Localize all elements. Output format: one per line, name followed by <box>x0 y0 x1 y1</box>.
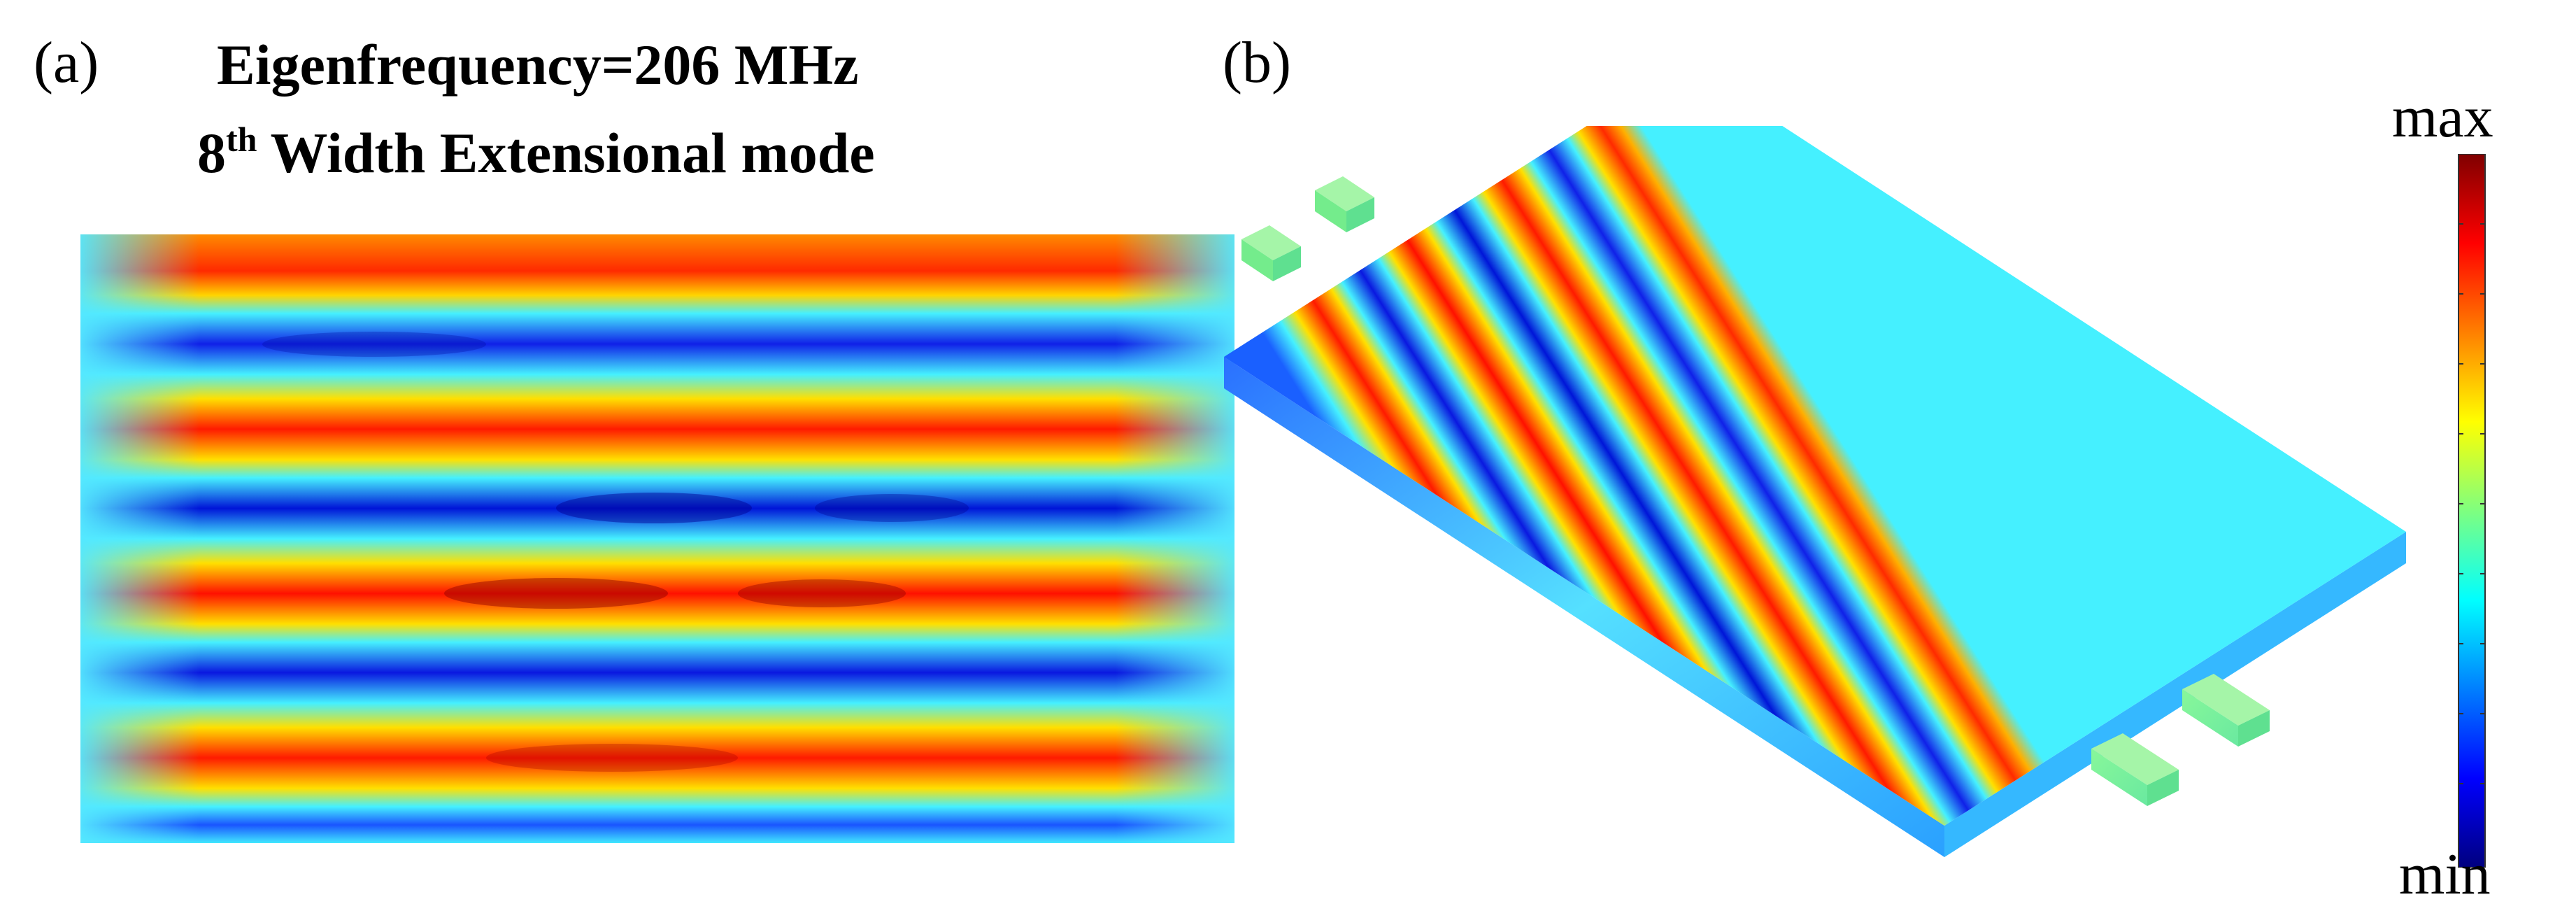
mode-order: 8 <box>197 121 226 185</box>
mode-title: 8th Width Extensional mode <box>197 122 875 182</box>
panel-b-label: (b) <box>1223 30 1291 95</box>
tether-back-left <box>1241 225 1301 281</box>
plate-side-right <box>1944 532 2406 857</box>
eigenfrequency-title: Eigenfrequency=206 MHz <box>217 33 859 97</box>
tether-back-right <box>1315 176 1374 232</box>
panel-a-mode-shape <box>80 234 1234 843</box>
panel-a-label: (a) <box>34 30 99 95</box>
plate-top-face <box>1224 126 2406 826</box>
tether-front-left <box>2091 733 2179 806</box>
plate-side-front <box>1224 357 1944 857</box>
colorbar-max-label: max <box>2392 85 2493 150</box>
tether-front-right <box>2182 674 2270 747</box>
mode-name: Width Extensional mode <box>257 121 875 185</box>
colorbar-min-label: min <box>2399 842 2491 907</box>
panel-b-3d-view <box>1224 126 2406 857</box>
colorbar <box>2458 154 2486 868</box>
mode-order-suffix: th <box>226 120 257 159</box>
